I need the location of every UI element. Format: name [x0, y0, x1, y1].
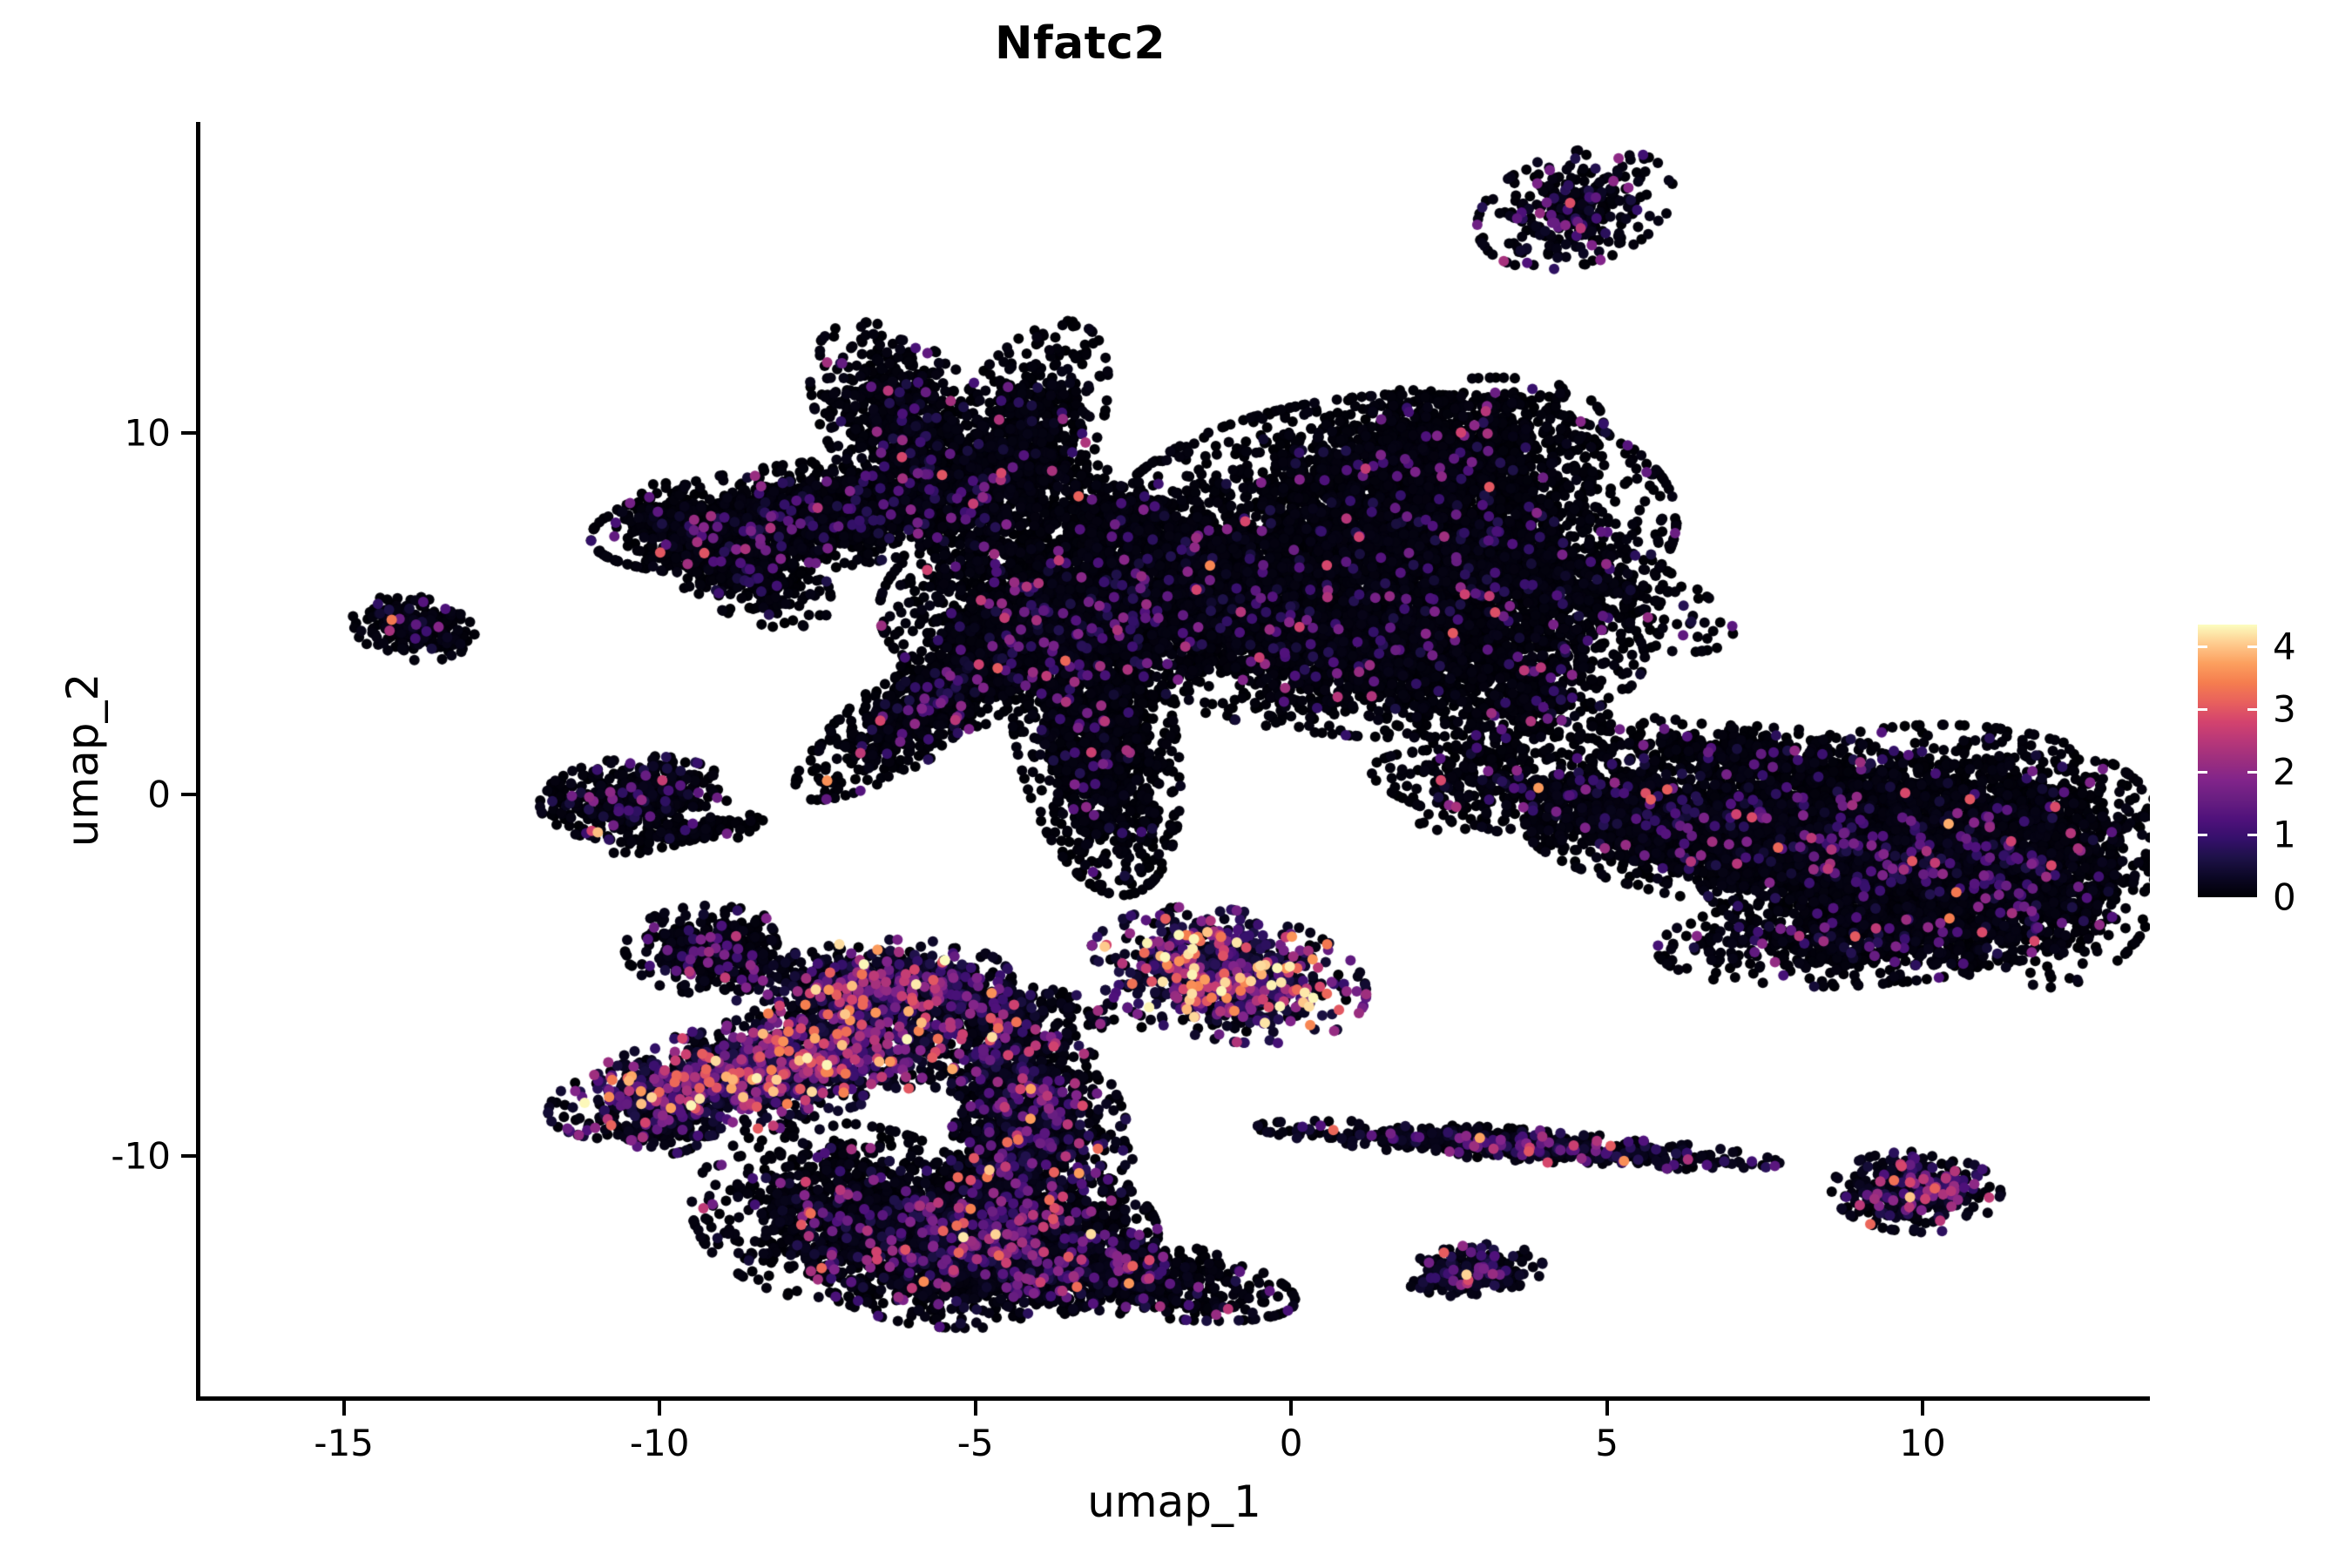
x-tick-label: 5	[1595, 1422, 1619, 1464]
colorbar-tick-mark	[2247, 645, 2257, 649]
x-tick-mark	[1605, 1401, 1609, 1416]
x-tick-label: -5	[956, 1422, 994, 1464]
y-tick-mark	[181, 792, 196, 796]
x-tick-label: 10	[1899, 1422, 1946, 1464]
x-tick-mark	[1289, 1401, 1294, 1416]
y-axis-label: umap_2	[57, 672, 108, 848]
x-tick-mark	[341, 1401, 346, 1416]
y-tick-label: 10	[124, 411, 171, 455]
x-tick-mark	[658, 1401, 662, 1416]
colorbar-tick-label: 2	[2273, 750, 2296, 794]
colorbar-tick-mark	[2198, 834, 2207, 837]
x-tick-mark	[973, 1401, 977, 1416]
y-tick-mark	[181, 1153, 196, 1158]
colorbar-tick-mark	[2247, 771, 2257, 774]
colorbar-tick-mark	[2247, 834, 2257, 837]
x-axis-label: umap_1	[1087, 1477, 1261, 1527]
colorbar-gradient	[2198, 625, 2257, 897]
colorbar-tick-mark	[2198, 708, 2207, 712]
colorbar-tick-label: 3	[2273, 687, 2296, 731]
colorbar-tick-mark	[2198, 771, 2207, 774]
colorbar-tick-label: 1	[2273, 813, 2296, 856]
y-tick-label: -10	[111, 1134, 171, 1178]
y-tick-label: 0	[147, 773, 171, 816]
scatter-canvas	[199, 122, 2150, 1398]
x-tick-mark	[1921, 1401, 1925, 1416]
y-axis-spine	[196, 122, 200, 1401]
x-tick-label: -15	[314, 1422, 375, 1464]
x-axis-spine	[196, 1396, 2150, 1401]
colorbar-tick-mark	[2198, 645, 2207, 649]
colorbar-tick-label: 0	[2273, 875, 2296, 919]
plot-area	[199, 122, 2150, 1398]
colorbar-tick-label: 4	[2273, 625, 2296, 668]
y-tick-mark	[181, 430, 196, 435]
colorbar-tick-mark	[2247, 708, 2257, 712]
page-title: Nfatc2	[994, 17, 1166, 70]
x-tick-label: -10	[629, 1422, 690, 1464]
x-tick-label: 0	[1279, 1422, 1303, 1464]
